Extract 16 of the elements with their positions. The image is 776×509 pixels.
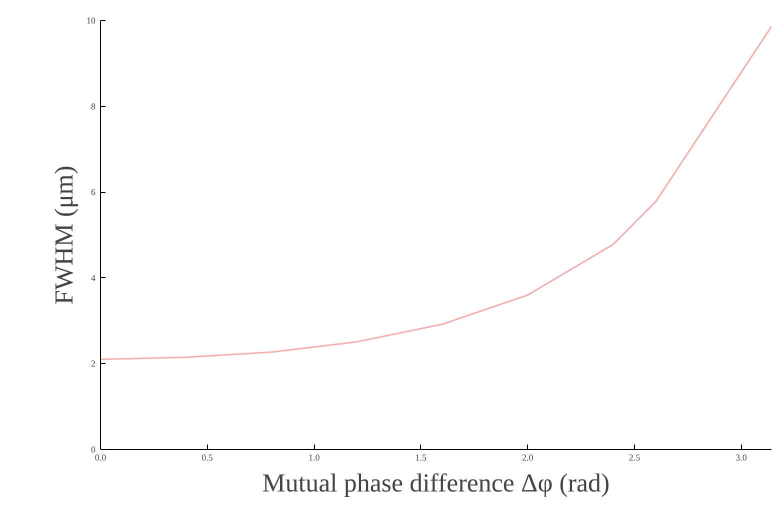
y-tick-label: 10 xyxy=(86,16,96,26)
x-tick-label: 0.5 xyxy=(202,452,214,462)
x-tick-label: 2.0 xyxy=(522,452,534,462)
x-tick-label: 1.5 xyxy=(415,452,428,462)
x-tick-label: 0.0 xyxy=(94,452,107,462)
y-tick-label: 6 xyxy=(91,187,96,198)
y-axis-title: FWHM (μm) xyxy=(50,166,78,304)
y-tick-label: 4 xyxy=(91,272,96,283)
x-tick-label: 1.0 xyxy=(308,452,320,462)
line-series xyxy=(100,26,772,360)
y-tick-label: 8 xyxy=(91,101,96,112)
x-axis-title: Mutual phase difference Δφ (rad) xyxy=(262,468,610,498)
x-tick-label: 3.0 xyxy=(736,452,748,462)
y-tick-label: 2 xyxy=(91,358,96,369)
y-tick-label: 0 xyxy=(91,444,96,454)
x-tick-label: 2.5 xyxy=(628,452,641,462)
